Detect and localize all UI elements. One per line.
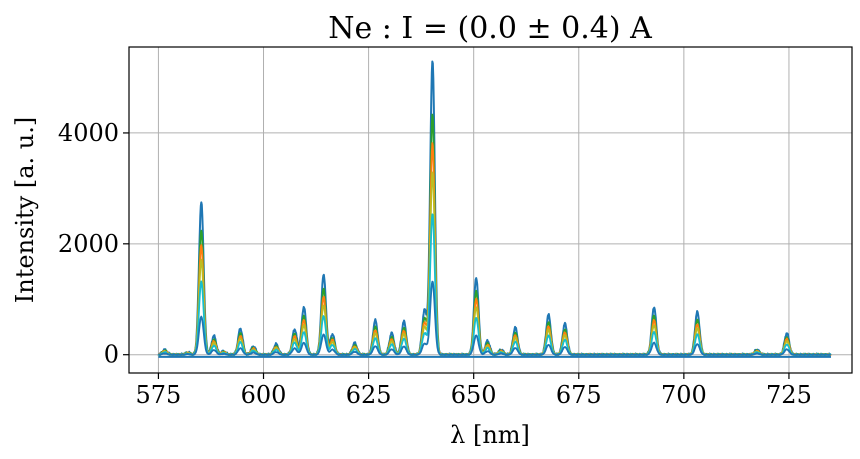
x-tick-label: 675 xyxy=(556,381,602,409)
x-tick-label: 650 xyxy=(451,381,497,409)
y-axis-label: Intensity [a. u.] xyxy=(11,117,39,303)
spectrum-series-3 xyxy=(158,142,832,357)
spectrum-series-4 xyxy=(157,171,832,357)
x-tick-label: 600 xyxy=(241,381,287,409)
y-tick-label: 0 xyxy=(104,341,119,369)
x-axis-label: λ [nm] xyxy=(450,421,530,449)
tick-layer: 575 600 625 650 675 700 725 0 2000 4000 xyxy=(58,119,812,409)
series-layer xyxy=(157,60,832,358)
spectrum-series-1 xyxy=(157,60,832,357)
plot-frame xyxy=(128,46,853,374)
x-tick-label: 725 xyxy=(766,381,812,409)
spectrum-series-6 xyxy=(158,280,832,356)
x-tick-label: 625 xyxy=(346,381,392,409)
x-tick-label: 700 xyxy=(661,381,707,409)
spectrum-series-5 xyxy=(157,213,832,357)
x-tick-label: 575 xyxy=(136,381,182,409)
chart-title: Ne : I = (0.0 ± 0.4) A xyxy=(328,11,652,46)
spectrum-series-2 xyxy=(158,113,832,357)
y-tick-label: 4000 xyxy=(58,119,119,147)
y-tick-label: 2000 xyxy=(58,230,119,258)
grid-layer xyxy=(129,47,852,373)
